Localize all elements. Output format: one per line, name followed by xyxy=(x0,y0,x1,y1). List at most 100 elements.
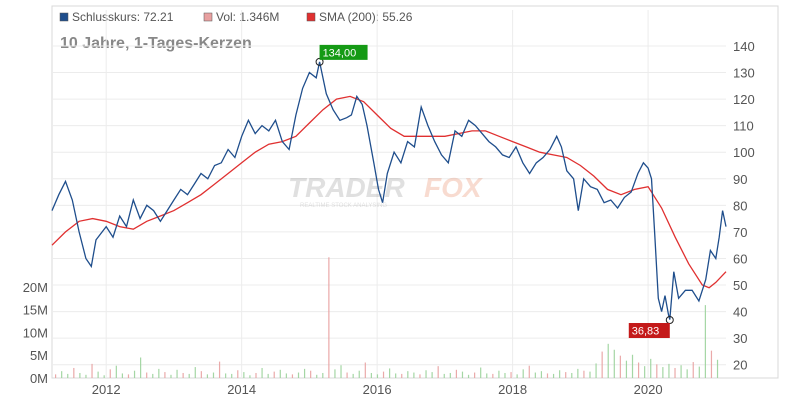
volume-bar xyxy=(55,374,57,378)
legend: Schlusskurs: 72.21 Vol: 1.346M SMA (200)… xyxy=(59,10,413,24)
volume-bar xyxy=(613,349,615,378)
volume-bar xyxy=(595,363,597,378)
volume-bar xyxy=(674,367,676,378)
price-tick-label: 30 xyxy=(733,331,747,346)
year-tick-label: 2018 xyxy=(498,382,527,397)
volume-bar xyxy=(528,365,530,378)
volume-bar xyxy=(316,374,318,378)
volume-bar xyxy=(212,372,215,378)
legend-swatch-volume xyxy=(203,12,213,22)
price-tick-label: 20 xyxy=(733,358,747,373)
volume-bar xyxy=(449,372,451,378)
volume-bar xyxy=(395,373,397,378)
volume-bar xyxy=(182,372,184,378)
volume-bar xyxy=(625,360,628,378)
volume-bar xyxy=(310,370,312,378)
volume-tick-label: 10M xyxy=(23,325,48,340)
volume-bar xyxy=(401,373,403,378)
volume-bar xyxy=(419,374,421,378)
volume-bar xyxy=(389,368,391,378)
volume-bar xyxy=(413,372,415,378)
volume-bar xyxy=(522,369,524,378)
price-line xyxy=(51,61,727,320)
volume-bar xyxy=(133,370,136,378)
volume-bar xyxy=(194,367,196,378)
volume-bar xyxy=(510,372,512,378)
annotation-label: 36,83 xyxy=(632,326,660,338)
volume-bar xyxy=(480,367,482,378)
sma-line xyxy=(51,95,727,289)
volume-bar xyxy=(152,373,154,378)
price-tick-label: 140 xyxy=(733,39,755,54)
volume-bar xyxy=(85,374,87,378)
volume-bar xyxy=(534,372,536,378)
volume-bar xyxy=(425,370,427,378)
extreme-annotations: 134,00 36,83 xyxy=(315,44,674,339)
grid-lines xyxy=(52,10,726,378)
volume-bar xyxy=(704,305,706,378)
volume-bar xyxy=(461,371,464,378)
volume-bar xyxy=(170,374,172,378)
volume-bar xyxy=(121,373,123,378)
volume-bar xyxy=(601,351,603,378)
watermark-text-b: FOX xyxy=(424,172,484,203)
volume-bar xyxy=(552,373,555,378)
legend-label-sma: SMA (200): 55.26 xyxy=(319,10,413,24)
volume-tick-label: 5M xyxy=(30,348,48,363)
volume-bar xyxy=(328,257,330,378)
year-tick-label: 2016 xyxy=(363,382,392,397)
volume-bar xyxy=(103,375,105,378)
chart-frame xyxy=(51,5,779,379)
volume-bar xyxy=(589,371,591,378)
volume-bar xyxy=(334,369,336,378)
year-tick-label: 2012 xyxy=(92,382,121,397)
volume-bar xyxy=(158,368,160,378)
volume-bar xyxy=(637,362,640,378)
volume-bar xyxy=(146,372,148,378)
volume-bar xyxy=(492,373,494,378)
volume-bar xyxy=(67,373,69,378)
volume-bar xyxy=(225,373,227,378)
watermark-logo: TRADER FOX REALTIME STOCK ANALYSING xyxy=(288,172,484,209)
volume-bar xyxy=(540,371,543,378)
volume-bar xyxy=(115,365,117,378)
price-tick-label: 130 xyxy=(733,66,755,81)
legend-label-volume: Vol: 1.346M xyxy=(216,10,279,24)
price-tick-label: 40 xyxy=(733,305,747,320)
price-tick-label: 110 xyxy=(733,119,754,134)
year-tick-label: 2014 xyxy=(227,382,256,397)
volume-tick-label: 0M xyxy=(30,371,48,386)
volume-bar xyxy=(91,363,93,378)
chart-subtitle: 10 Jahre, 1-Tages-Kerzen xyxy=(60,35,252,52)
volume-bar xyxy=(291,374,294,378)
price-tick-label: 80 xyxy=(733,198,747,213)
volume-bar xyxy=(467,374,470,378)
volume-bar xyxy=(79,372,81,378)
volume-bar xyxy=(109,369,111,378)
legend-swatch-price xyxy=(59,12,69,22)
volume-bar xyxy=(231,373,233,378)
price-tick-label: 90 xyxy=(733,172,747,187)
volume-bar xyxy=(200,371,202,378)
volume-bar xyxy=(267,373,269,378)
volume-bar xyxy=(583,370,585,378)
volume-bar xyxy=(710,350,713,378)
volume-bar xyxy=(559,370,561,378)
volume-bar xyxy=(237,370,239,378)
volume-bar xyxy=(140,357,142,378)
volume-bar xyxy=(382,371,385,378)
legend-swatch-sma xyxy=(306,12,316,22)
volume-bar xyxy=(273,371,275,378)
price-axis: 20 30 40 50 60 70 80 90 100 110 120 130 140 xyxy=(733,39,755,373)
watermark-tagline: REALTIME STOCK ANALYSING xyxy=(300,203,387,209)
volume-bar xyxy=(285,373,287,378)
volume-bar xyxy=(188,373,190,378)
volume-bar xyxy=(376,374,379,378)
volume-bar xyxy=(607,343,609,378)
volume-bar xyxy=(364,362,366,378)
volume-bar xyxy=(698,366,700,378)
price-tick-label: 70 xyxy=(733,225,747,240)
volume-bar xyxy=(358,370,360,378)
